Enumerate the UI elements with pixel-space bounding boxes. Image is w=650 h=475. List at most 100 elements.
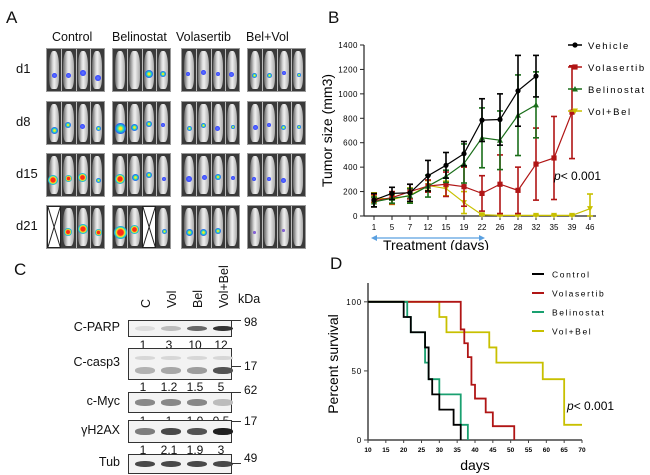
x-tick-label: 65 bbox=[561, 447, 569, 454]
y-tick-label: 1000 bbox=[338, 90, 358, 99]
x-axis-label: Treatment (days) bbox=[383, 237, 489, 250]
x-tick-label: 45 bbox=[489, 447, 497, 454]
data-point bbox=[479, 117, 485, 123]
protein-band bbox=[213, 367, 233, 374]
mouse-slot bbox=[142, 49, 157, 91]
quantification-value: 1 bbox=[139, 338, 147, 352]
mouse-slot bbox=[262, 49, 278, 91]
bioluminescence-signal bbox=[77, 224, 88, 235]
blot-label: C-PARP bbox=[73, 319, 120, 334]
data-point bbox=[479, 190, 485, 197]
x-tick-label: 7 bbox=[408, 223, 413, 232]
mouse-slot bbox=[277, 49, 292, 91]
legend-label: Control bbox=[552, 270, 591, 280]
mouse-image bbox=[184, 156, 195, 194]
y-tick-label: 0 bbox=[357, 436, 362, 445]
series-line bbox=[373, 104, 537, 203]
mouse-slot bbox=[291, 49, 305, 91]
x-tick-label: 32 bbox=[532, 223, 541, 232]
mouse-slot bbox=[76, 206, 91, 248]
bioluminescence-signal bbox=[161, 228, 167, 234]
legend-label: Vehicle bbox=[588, 41, 630, 52]
data-point bbox=[572, 64, 578, 70]
mouse-slot bbox=[277, 206, 292, 248]
mouse-slot bbox=[90, 154, 104, 196]
x-tick-label: 26 bbox=[496, 223, 505, 232]
marker-tick bbox=[231, 392, 241, 393]
bioluminescence-signal bbox=[145, 172, 152, 178]
mouse-slot bbox=[248, 154, 264, 196]
mouse-slot bbox=[182, 206, 198, 248]
imaging-frame bbox=[247, 48, 306, 92]
mouse-slot bbox=[262, 154, 278, 196]
kda-marker: 62 bbox=[244, 383, 258, 397]
data-point bbox=[479, 212, 485, 218]
day-label: d15 bbox=[16, 166, 38, 181]
imaging-frame bbox=[247, 101, 306, 145]
bioluminescence-signal bbox=[64, 174, 72, 182]
bioluminescence-signal bbox=[64, 122, 71, 129]
bioluminescence-signal bbox=[282, 71, 287, 76]
mouse-slot bbox=[47, 102, 63, 144]
mouse-slot bbox=[211, 206, 226, 248]
x-tick-label: 20 bbox=[400, 447, 408, 454]
bioluminescence-signal bbox=[214, 228, 221, 235]
mouse-slot bbox=[225, 206, 239, 248]
p-value: < 0.001 bbox=[561, 169, 602, 183]
mouse-image bbox=[264, 51, 275, 89]
y-tick-label: 0 bbox=[353, 212, 358, 221]
mouse-image bbox=[184, 208, 195, 246]
legend-item: Volasertib bbox=[568, 63, 646, 74]
legend-label: Vol+Bel bbox=[552, 327, 592, 337]
survival-curve-volasertib bbox=[368, 300, 516, 440]
x-axis-label: days bbox=[460, 457, 490, 473]
mouse-slot bbox=[291, 102, 305, 144]
data-point bbox=[569, 109, 575, 115]
mouse-slot bbox=[156, 154, 170, 196]
bioluminescence-signal bbox=[200, 122, 206, 128]
bioluminescence-signal bbox=[215, 125, 221, 131]
mouse-image bbox=[91, 51, 102, 89]
mouse-slot bbox=[61, 102, 77, 144]
mouse-slot bbox=[156, 49, 170, 91]
mouse-image bbox=[157, 156, 168, 194]
protein-band bbox=[161, 367, 181, 374]
data-point bbox=[443, 162, 449, 168]
data-point bbox=[407, 190, 413, 196]
mouse-image bbox=[157, 104, 168, 142]
panel-c-letter: C bbox=[14, 260, 27, 279]
quantification-value: 5 bbox=[217, 380, 225, 394]
bioluminescence-signal bbox=[95, 177, 101, 183]
bioluminescence-signal bbox=[95, 125, 101, 131]
x-tick-label: 70 bbox=[578, 447, 586, 454]
protein-band bbox=[161, 355, 181, 360]
mouse-image bbox=[278, 156, 289, 194]
mouse-image bbox=[226, 208, 237, 246]
mouse-slot bbox=[90, 49, 104, 91]
bioluminescence-signal bbox=[229, 71, 235, 77]
bioluminescence-signal bbox=[51, 72, 57, 78]
mouse-image bbox=[212, 51, 223, 89]
data-point bbox=[389, 190, 395, 197]
marker-tick bbox=[231, 366, 241, 367]
bioluminescence-signal bbox=[214, 174, 221, 181]
mouse-image bbox=[250, 104, 261, 142]
data-point bbox=[533, 73, 539, 79]
marker-tick bbox=[231, 463, 241, 464]
bioluminescence-signal bbox=[144, 70, 153, 79]
protein-band bbox=[213, 325, 233, 332]
mouse-slot bbox=[127, 102, 143, 144]
mouse-image bbox=[212, 104, 223, 142]
blot-label: γH2AX bbox=[81, 422, 120, 437]
blot-image bbox=[128, 420, 233, 443]
x-tick-label: 60 bbox=[543, 447, 551, 454]
x-tick-label: 1 bbox=[372, 223, 377, 232]
mouse-slot bbox=[225, 154, 239, 196]
blot-label: C-casp3 bbox=[73, 355, 120, 369]
y-tick-label: 50 bbox=[352, 367, 363, 376]
legend-label: Volasertib bbox=[588, 63, 646, 74]
survival-curve-volbel bbox=[368, 300, 582, 426]
mouse-image bbox=[63, 208, 74, 246]
bioluminescence-signal bbox=[251, 177, 256, 182]
x-tick-label: 28 bbox=[514, 223, 523, 232]
